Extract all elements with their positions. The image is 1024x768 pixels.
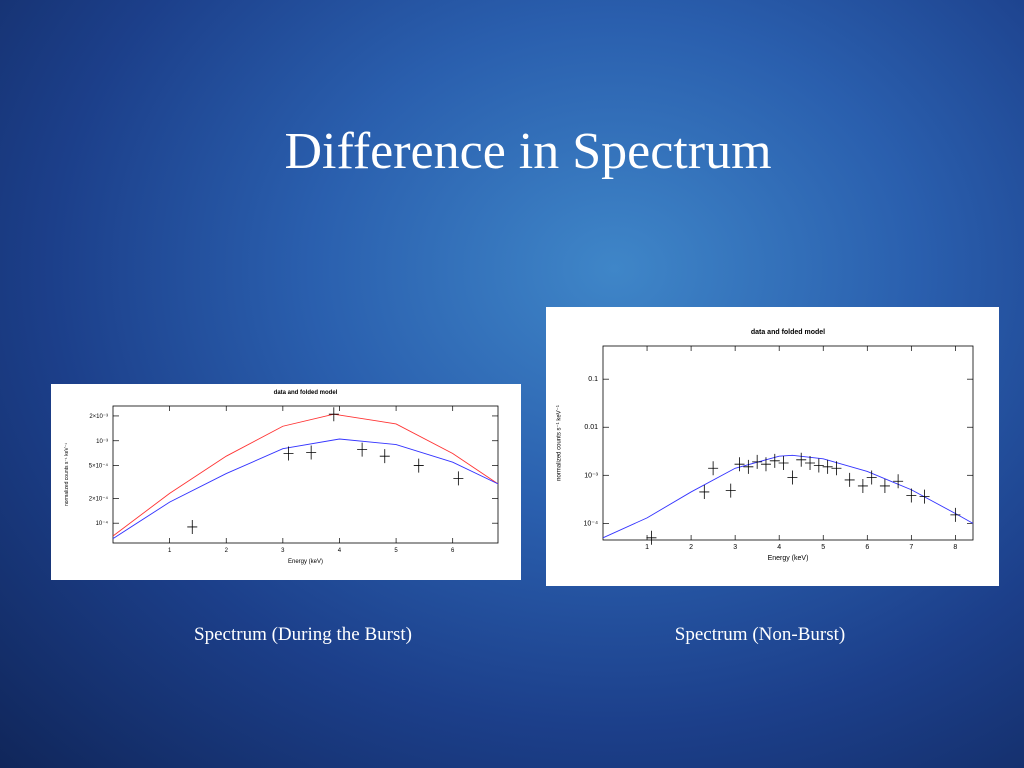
data-point [805, 456, 816, 471]
x-tick-label: 4 [777, 544, 781, 551]
data-point [328, 407, 339, 422]
x-tick-label: 1 [645, 544, 649, 551]
plot: data and folded model Energy (keV) normali… [546, 307, 999, 586]
x-tick-label: 5 [821, 544, 825, 551]
model-curve [602, 454, 974, 539]
y-tick-label: 10⁻³ [584, 472, 598, 479]
plot: data and folded model Energy (keV) normali… [51, 384, 521, 580]
x-tick-label: 6 [451, 548, 455, 554]
data-point [813, 458, 824, 473]
x-tick-label: 4 [338, 548, 342, 554]
x-tick-label: 5 [394, 548, 398, 554]
data-point [787, 470, 798, 485]
data-point [453, 471, 464, 486]
caption: Spectrum (Non-Burst) [675, 624, 845, 645]
y-axis-label: normalized counts s⁻¹ keV⁻¹ [557, 405, 563, 481]
data-point [879, 478, 890, 493]
data-point [844, 472, 855, 487]
data-point [357, 442, 368, 457]
data-point [831, 461, 842, 476]
data-point [893, 474, 904, 489]
data-point [413, 458, 424, 473]
data-point [919, 489, 930, 504]
plot-background [546, 307, 999, 586]
x-tick-label: 6 [865, 544, 869, 551]
data-point [283, 446, 294, 461]
data-point [187, 519, 198, 534]
plot-background [51, 384, 521, 580]
data-point [379, 449, 390, 464]
x-axis-label: Energy (keV) [768, 555, 809, 562]
data-point [866, 470, 877, 485]
data-point [769, 453, 780, 468]
data-point [699, 484, 710, 499]
y-tick-label: 2×10⁻³ [89, 414, 108, 420]
y-tick-label: 0.1 [588, 376, 598, 383]
data-point [796, 452, 807, 467]
data-point [752, 454, 763, 469]
y-tick-label: 10⁻⁴ [96, 520, 109, 527]
x-tick-label: 3 [733, 544, 737, 551]
caption: Spectrum (During the Burst) [194, 624, 412, 645]
y-tick-label: 5×10⁻⁴ [89, 463, 109, 470]
plot-title: data and folded model [274, 390, 338, 396]
data-point [778, 456, 789, 471]
x-tick-label: 7 [909, 544, 913, 551]
data-point [760, 457, 771, 472]
y-tick-label: 10⁻⁴ [584, 520, 599, 527]
x-tick-label: 2 [225, 548, 229, 554]
plot-frame [602, 345, 974, 541]
x-tick-label: 2 [689, 544, 693, 551]
x-tick-label: 3 [281, 548, 285, 554]
data-point [822, 459, 833, 474]
x-axis-label: Energy (keV) [288, 559, 323, 565]
data-point [725, 483, 736, 498]
data-point [857, 478, 868, 493]
data-point [646, 530, 657, 545]
plot-frame [112, 405, 499, 544]
plot-title: data and folded model [751, 329, 825, 336]
data-point [906, 488, 917, 503]
y-axis-label: normalized counts s⁻¹ keV⁻¹ [64, 443, 70, 506]
model-curve [112, 438, 499, 539]
y-tick-label: 0.01 [584, 424, 598, 431]
data-point [306, 445, 317, 460]
y-tick-label: 2×10⁻⁴ [89, 495, 109, 502]
data-point [708, 461, 719, 476]
model-curve [112, 413, 499, 537]
data-point [734, 457, 745, 472]
y-tick-label: 10⁻³ [96, 439, 108, 445]
x-tick-label: 8 [953, 544, 957, 551]
data-point [743, 459, 754, 474]
x-tick-label: 1 [168, 548, 172, 554]
data-point [950, 507, 961, 522]
slide-title: Difference in Spectrum [284, 123, 771, 180]
